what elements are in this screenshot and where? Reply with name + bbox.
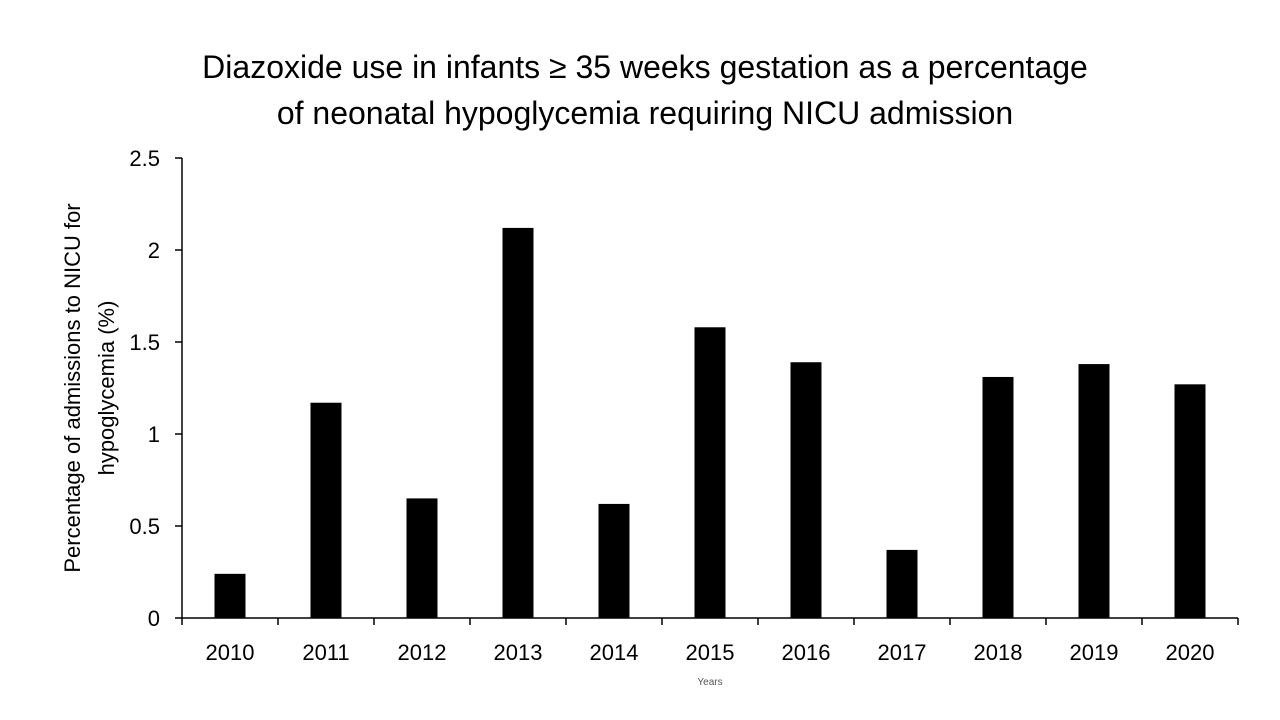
y-tick-label: 1.5 bbox=[129, 330, 160, 355]
y-tick-label: 0 bbox=[148, 606, 160, 631]
x-tick-label-2015: 2015 bbox=[686, 640, 735, 665]
x-axis-title: Years bbox=[697, 677, 722, 688]
y-axis-title: Percentage of admissions to NICU for hyp… bbox=[60, 203, 119, 572]
chart-title-line-1: Diazoxide use in infants ≥ 35 weeks gest… bbox=[202, 49, 1088, 85]
bar-2010 bbox=[214, 573, 246, 618]
x-tick-label-2020: 2020 bbox=[1166, 640, 1215, 665]
bar-2013 bbox=[502, 227, 534, 619]
bar-2018 bbox=[982, 376, 1014, 618]
y-tick-label: 2.5 bbox=[129, 146, 160, 171]
x-tick-label-2016: 2016 bbox=[782, 640, 831, 665]
x-tick-label-2019: 2019 bbox=[1070, 640, 1119, 665]
y-tick-label: 0.5 bbox=[129, 514, 160, 539]
x-tick-label-2017: 2017 bbox=[878, 640, 927, 665]
bar-2015 bbox=[694, 327, 726, 618]
x-tick-label-2010: 2010 bbox=[206, 640, 255, 665]
bar-2012 bbox=[406, 498, 438, 618]
bar-2020 bbox=[1174, 384, 1206, 618]
bar-2014 bbox=[598, 503, 630, 618]
bars-group bbox=[214, 227, 1206, 619]
x-tick-label-2018: 2018 bbox=[974, 640, 1023, 665]
chart-title-line-2: of neonatal hypoglycemia requiring NICU … bbox=[276, 95, 1014, 131]
y-axis-title-line-1: Percentage of admissions to NICU for bbox=[60, 203, 85, 572]
bar-2017 bbox=[886, 549, 918, 618]
bar-2016 bbox=[790, 362, 822, 618]
x-tick-label-2011: 2011 bbox=[302, 640, 349, 665]
y-tick-label: 1 bbox=[148, 422, 160, 447]
x-tick-label-2013: 2013 bbox=[494, 640, 543, 665]
bar-2019 bbox=[1078, 364, 1110, 618]
x-tick-label-2012: 2012 bbox=[398, 640, 447, 665]
x-axis-ticks: 2010 2011 2012 2013 2014 2015 2016 2017 2018 2019… bbox=[181, 618, 1239, 665]
y-tick-label: 2 bbox=[148, 238, 160, 263]
y-axis-ticks: 0 0.5 1 1.5 2 2.5 bbox=[129, 146, 182, 631]
x-tick-label-2014: 2014 bbox=[590, 640, 639, 665]
bar-2011 bbox=[310, 402, 342, 618]
chart-title: Diazoxide use in infants ≥ 35 weeks gest… bbox=[0, 44, 1280, 136]
y-axis-title-line-2: hypoglycemia (%) bbox=[94, 301, 119, 476]
